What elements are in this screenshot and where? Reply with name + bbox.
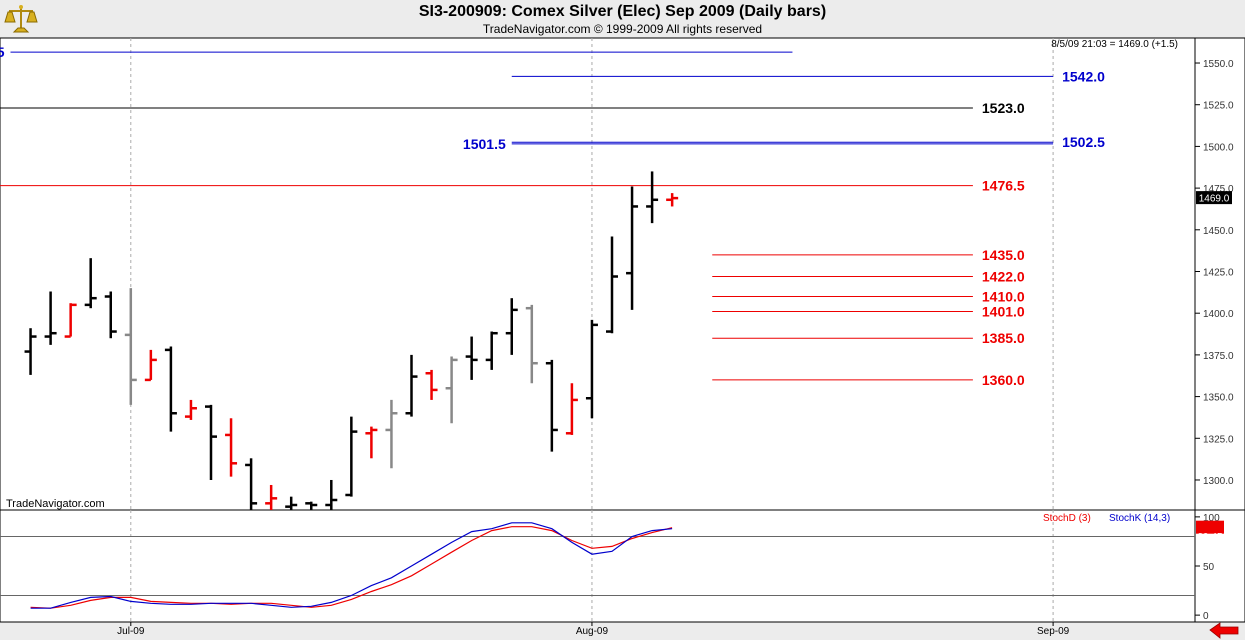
level-label: 1385.0 — [982, 330, 1025, 346]
price-tick-label: 1375.0 — [1203, 351, 1234, 362]
price-tick-label: 1400.0 — [1203, 309, 1234, 320]
level-label: 1556.5 — [0, 44, 5, 60]
ohlc-bar — [84, 258, 97, 309]
price-tick-label: 1300.0 — [1203, 476, 1234, 487]
level-label: 1360.0 — [982, 372, 1025, 388]
stoch-last-label: 89.45 — [1197, 532, 1222, 543]
level-label: 1422.0 — [982, 269, 1025, 285]
status-readout: 8/5/09 21:03 = 1469.0 (+1.5) — [1051, 39, 1178, 50]
ohlc-bar — [305, 501, 318, 510]
ohlc-bar — [505, 298, 518, 355]
price-panel — [0, 37, 1196, 511]
level-label: 1523.0 — [982, 100, 1025, 116]
last-price-badge: 1469.0 — [1196, 191, 1232, 205]
level-label: 1501.5 — [463, 136, 506, 152]
ohlc-bar — [325, 479, 338, 510]
chart-subtitle: TradeNavigator.com © 1999-2009 All right… — [482, 22, 763, 36]
ohlc-bar — [104, 291, 117, 339]
price-tick-label: 1475.0 — [1203, 184, 1234, 195]
price-tick-label: 1425.0 — [1203, 267, 1234, 278]
legend-stochd: StochD (3) — [1043, 513, 1091, 524]
ohlc-bar — [666, 193, 679, 207]
ohlc-bar — [184, 399, 197, 420]
ohlc-bar — [385, 399, 398, 469]
time-tick-label: Sep-09 — [1037, 626, 1070, 637]
last-price-label: 1469.0 — [1199, 194, 1230, 205]
ohlc-bar — [205, 404, 217, 480]
stochastic-panel — [0, 509, 1196, 623]
ohlc-bar — [565, 383, 578, 435]
level-label: 1502.5 — [1062, 134, 1105, 150]
legend-stochk: StochK (14,3) — [1109, 513, 1170, 524]
ohlc-bar — [405, 354, 418, 417]
ohlc-bar — [485, 331, 498, 370]
price-tick-label: 1500.0 — [1203, 142, 1234, 153]
stoch-tick-label: 0 — [1203, 611, 1209, 622]
ohlc-bar — [124, 288, 137, 405]
level-label: 1476.5 — [982, 178, 1025, 194]
header-bar: SI3-200909: Comex Silver (Elec) Sep 2009… — [0, 0, 1245, 38]
price-tick-label: 1550.0 — [1203, 59, 1234, 70]
level-label: 1435.0 — [982, 247, 1025, 263]
price-tick-label: 1450.0 — [1203, 226, 1234, 237]
ohlc-bar — [585, 319, 598, 419]
time-tick-label: Jul-09 — [117, 626, 145, 637]
ohlc-bar — [525, 304, 538, 384]
ohlc-bar — [144, 349, 157, 382]
ohlc-bar — [606, 236, 618, 334]
arrow-left-icon — [1209, 622, 1239, 639]
time-tick-label: Aug-09 — [576, 626, 609, 637]
level-label: 1410.0 — [982, 289, 1025, 305]
ohlc-bar — [345, 416, 358, 497]
ohlc-bar — [24, 328, 37, 375]
ohlc-bar — [626, 186, 639, 310]
ohlc-bar — [164, 346, 177, 432]
ohlc-bar — [225, 418, 238, 477]
ohlc-bar — [245, 458, 258, 510]
balance-scale-icon — [4, 5, 38, 33]
ohlc-bar — [465, 336, 478, 380]
ohlc-bar — [365, 426, 378, 459]
price-tick-label: 1525.0 — [1203, 101, 1234, 112]
price-tick-label: 1325.0 — [1203, 434, 1234, 445]
level-label: 1401.0 — [982, 304, 1025, 320]
ohlc-bar — [265, 484, 278, 510]
chart-title: SI3-200909: Comex Silver (Elec) Sep 2009… — [418, 3, 827, 20]
ohlc-bar — [646, 171, 659, 224]
stoch-last-badge: 89.45 — [1196, 520, 1224, 543]
scroll-right-button[interactable] — [1206, 622, 1240, 639]
level-label: 1542.0 — [1062, 68, 1105, 84]
stoch-series-line — [30, 522, 673, 609]
ohlc-bar — [425, 369, 438, 400]
stoch-tick-label: 100 — [1203, 513, 1220, 524]
ohlc-bar — [445, 356, 458, 424]
watermark: TradeNavigator.com — [6, 498, 105, 510]
ohlc-bar — [44, 291, 57, 345]
ohlc-bar — [64, 303, 77, 338]
ohlc-bar — [285, 496, 298, 510]
price-tick-label: 1350.0 — [1203, 393, 1234, 404]
ohlc-bar — [545, 359, 558, 452]
stoch-tick-label: 50 — [1203, 562, 1215, 573]
